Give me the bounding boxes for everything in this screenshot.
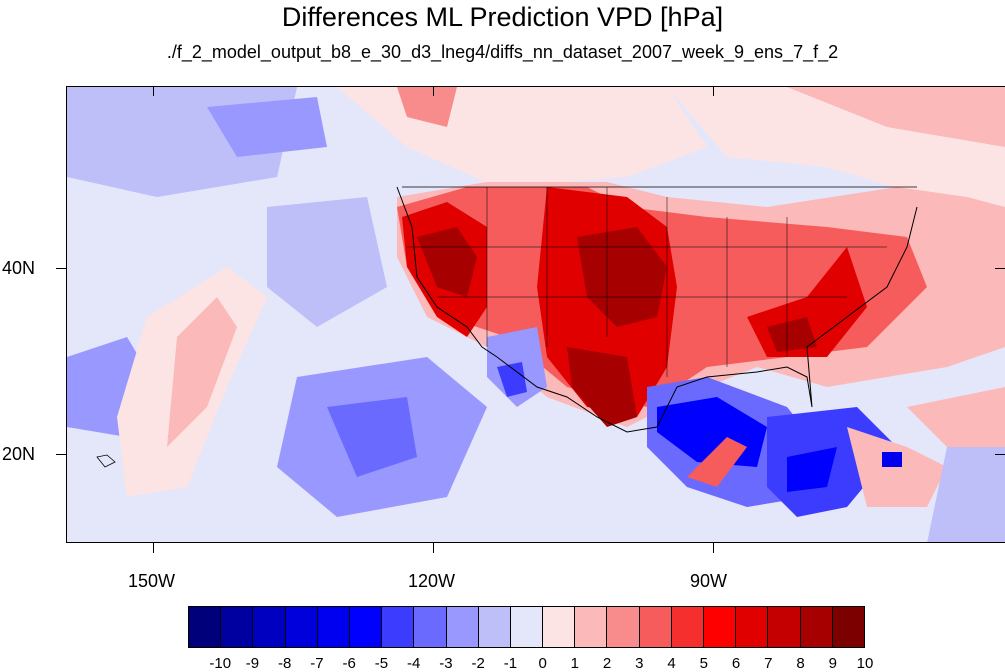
colorbar-label: -1 — [503, 655, 518, 672]
colorbar-label: -2 — [471, 655, 485, 672]
colorbar-label: 4 — [667, 655, 676, 672]
colorbar-cell — [639, 607, 672, 647]
x-major-tick-top — [153, 86, 154, 96]
colorbar-label: -9 — [245, 655, 260, 672]
map-title: Differences ML Prediction VPD [hPa] — [281, 2, 724, 32]
baja-blue-core — [497, 362, 527, 397]
colorbar-label: 5 — [699, 655, 708, 672]
y-label-40n: 40N — [2, 258, 36, 278]
y-major-tick — [56, 454, 66, 455]
great-plains-darkest-red-area — [577, 227, 667, 327]
colorbar-label: 0 — [538, 655, 547, 672]
pacific-blue-patch — [267, 197, 387, 327]
colorbar-label: -6 — [342, 655, 356, 672]
colorbar-cell — [317, 607, 350, 647]
atlantic-blue-area — [927, 447, 1005, 543]
caribbean-blue-core — [787, 447, 837, 492]
y-major-tick-right — [995, 454, 1005, 455]
colorbar-cell — [349, 607, 383, 647]
colorbar-label: 6 — [731, 655, 741, 672]
northwest-blue-patch — [207, 97, 327, 157]
colorbar-cell — [285, 607, 318, 647]
x-label-120w: 120W — [408, 571, 456, 591]
northeast-light-red-band — [787, 87, 1005, 147]
vpd-difference-map — [67, 87, 1005, 543]
colorbar — [188, 606, 865, 648]
x-major-tick-top — [713, 86, 714, 96]
colorbar-cell — [221, 607, 254, 647]
y-major-tick-right — [995, 268, 1005, 269]
southeast-darkest-red-area — [767, 317, 817, 352]
colorbar-label: -4 — [406, 655, 421, 672]
colorbar-label: 7 — [764, 655, 773, 672]
colorbar-cell — [704, 607, 737, 647]
y-label-20n: 20N — [2, 444, 36, 464]
colorbar-cell — [607, 607, 640, 647]
north-red-patch — [397, 87, 457, 127]
colorbar-cell — [832, 607, 864, 647]
colorbar-cell — [768, 607, 801, 647]
colorbar-cell — [478, 607, 511, 647]
colorbar-label: 8 — [796, 655, 805, 672]
colorbar-label: -10 — [209, 655, 232, 672]
colorbar-label: 2 — [602, 655, 612, 672]
colorbar-cell — [382, 607, 415, 647]
map-field — [67, 87, 1005, 543]
california-darkest-red-area — [417, 227, 477, 297]
colorbar-cell — [446, 607, 479, 647]
y-major-tick — [56, 268, 66, 269]
colorbar-cell — [575, 607, 608, 647]
east-pacific-blue-core — [327, 397, 417, 477]
colorbar-label: -7 — [310, 655, 324, 672]
colorbar-cell — [189, 607, 222, 647]
x-major-tick-top — [433, 86, 434, 96]
colorbar-label: 10 — [856, 655, 874, 672]
x-label-150w: 150W — [128, 571, 176, 591]
colorbar-label: 1 — [570, 655, 580, 672]
x-major-tick — [433, 543, 434, 553]
colorbar-cell — [800, 607, 833, 647]
colorbar-label: -5 — [374, 655, 389, 672]
x-label-90w: 90W — [690, 571, 728, 591]
map-subtitle: ./f_2_model_output_b8_e_30_d3_lneg4/diff… — [166, 42, 839, 62]
colorbar-label: 3 — [635, 655, 644, 672]
central-pacific-red-band — [167, 297, 237, 447]
west-coastline — [396, 186, 498, 358]
colorbar-cell — [543, 607, 576, 647]
x-major-tick — [153, 543, 154, 553]
colorbar-cell — [253, 607, 286, 647]
colorbar-cell — [510, 607, 544, 647]
yucatan-red-patch — [687, 437, 747, 487]
colorbar-cell — [671, 607, 704, 647]
colorbar-label: 9 — [828, 655, 837, 672]
x-major-tick — [713, 543, 714, 553]
colorbar-label: -3 — [439, 655, 453, 672]
south-east-coastline — [496, 206, 918, 433]
caribbean-dark-blue-spot — [882, 452, 902, 467]
texas-darkest-red-area — [567, 347, 637, 427]
hawaii-outline — [96, 454, 116, 468]
colorbar-label: -8 — [278, 655, 292, 672]
colorbar-cell — [736, 607, 769, 647]
colorbar-cell — [414, 607, 447, 647]
